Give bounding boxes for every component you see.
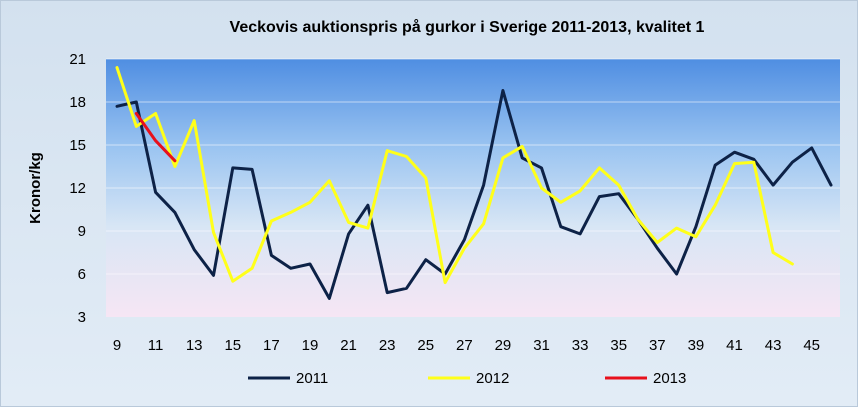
x-tick-label: 43 bbox=[765, 337, 782, 354]
y-axis-label: Kronor/kg bbox=[27, 152, 44, 224]
x-axis-ticks: 9 11 13 15 17 19 21 23 25 27 29 31 33 35 37 39 41 43 45 bbox=[113, 337, 820, 354]
series-line-2012 bbox=[115, 66, 794, 285]
legend-label-2013: 2013 bbox=[653, 370, 686, 387]
legend-label-2012: 2012 bbox=[476, 370, 509, 387]
y-tick-label: 18 bbox=[69, 94, 86, 111]
x-tick-label: 45 bbox=[803, 337, 820, 354]
x-tick-label: 21 bbox=[340, 337, 357, 354]
series-line-2011 bbox=[115, 89, 833, 300]
x-tick-label: 17 bbox=[263, 337, 280, 354]
x-tick-label: 27 bbox=[456, 337, 473, 354]
x-tick-label: 15 bbox=[224, 337, 241, 354]
x-tick-label: 9 bbox=[113, 337, 121, 354]
x-tick-label: 35 bbox=[610, 337, 627, 354]
x-tick-label: 11 bbox=[148, 337, 164, 354]
x-tick-label: 23 bbox=[379, 337, 396, 354]
x-tick-label: 37 bbox=[649, 337, 666, 354]
x-tick-label: 29 bbox=[495, 337, 512, 354]
y-tick-label: 15 bbox=[69, 137, 86, 154]
legend-label-2011: 2011 bbox=[296, 370, 328, 387]
x-tick-label: 19 bbox=[302, 337, 319, 354]
series-line-2013 bbox=[134, 112, 177, 163]
legend: 2011 2012 2013 bbox=[248, 370, 686, 387]
y-tick-label: 9 bbox=[78, 223, 86, 240]
chart-title: Veckovis auktionspris på gurkor i Sverig… bbox=[230, 18, 705, 36]
y-tick-label: 21 bbox=[69, 51, 86, 68]
x-tick-label: 41 bbox=[726, 337, 743, 354]
y-tick-label: 3 bbox=[78, 309, 86, 326]
y-axis-ticks: 3 6 9 12 15 18 21 bbox=[69, 51, 86, 326]
x-tick-label: 25 bbox=[417, 337, 434, 354]
y-tick-label: 6 bbox=[78, 266, 86, 283]
x-tick-label: 39 bbox=[688, 337, 705, 354]
x-tick-label: 31 bbox=[533, 337, 550, 354]
x-tick-label: 13 bbox=[186, 337, 203, 354]
x-tick-label: 33 bbox=[572, 337, 589, 354]
y-tick-label: 12 bbox=[69, 180, 86, 197]
series-lines bbox=[115, 66, 833, 300]
